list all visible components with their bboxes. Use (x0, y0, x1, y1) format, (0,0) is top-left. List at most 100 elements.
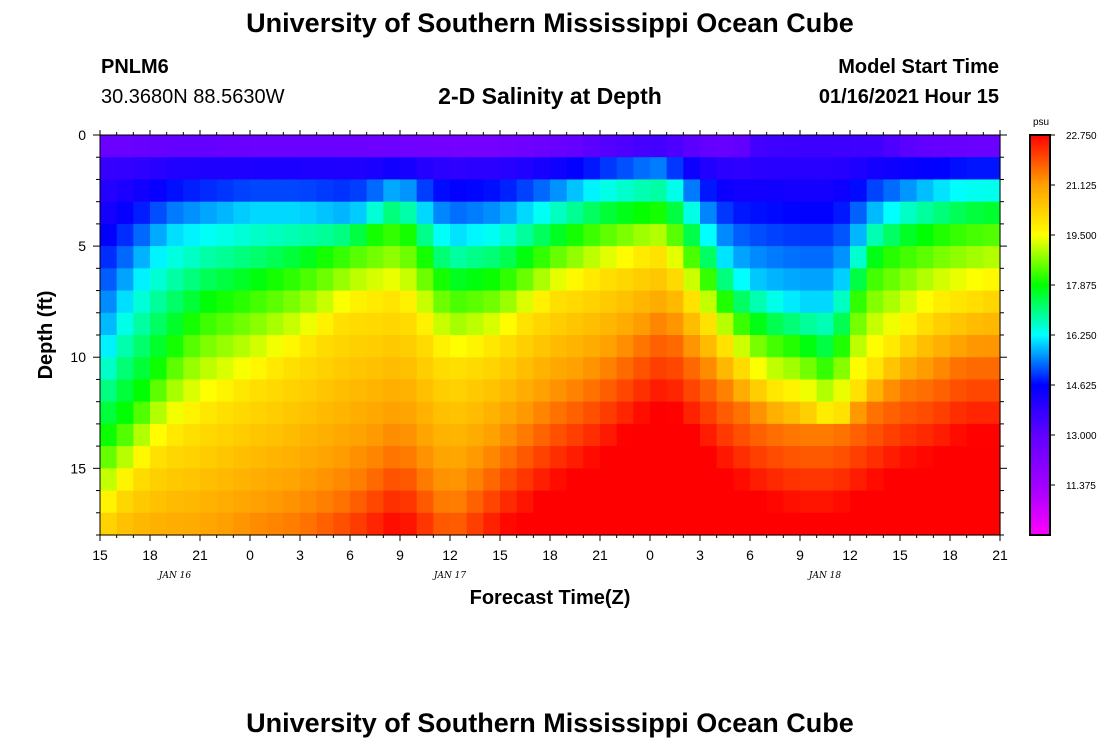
heatmap-cell (616, 512, 634, 536)
heatmap-cell (500, 135, 518, 158)
heatmap-cell (366, 312, 384, 336)
heatmap-cell (983, 223, 1001, 247)
heatmap-cell (166, 335, 184, 358)
heatmap-cell (900, 490, 918, 514)
heatmap-cell (516, 135, 534, 158)
heatmap-cell (200, 246, 218, 269)
heatmap-cell (216, 201, 234, 225)
heatmap-cell (166, 401, 184, 425)
heatmap-cell (783, 312, 801, 336)
heatmap-cell (333, 490, 351, 514)
heatmap-cell (566, 223, 584, 247)
heatmap-cell (116, 312, 134, 336)
heatmap-cell (850, 201, 868, 225)
heatmap-cell (450, 157, 468, 181)
y-axis-label: Depth (ft) (35, 291, 57, 380)
heatmap-cell (216, 401, 234, 425)
heatmap-cell (350, 512, 368, 536)
heatmap-cell (233, 157, 251, 181)
heatmap-cell (300, 268, 318, 292)
heatmap-cell (566, 446, 584, 469)
heatmap-cell (566, 312, 584, 336)
heatmap-cell (883, 246, 901, 269)
heatmap-cell (766, 312, 784, 336)
heatmap-cell (633, 468, 651, 492)
heatmap-cell (150, 223, 168, 247)
heatmap-cell (216, 379, 234, 403)
heatmap-cell (483, 423, 501, 447)
heatmap-cell (183, 379, 201, 403)
heatmap-cell (416, 335, 434, 358)
heatmap-cell (816, 512, 834, 536)
heatmap-cell (500, 223, 518, 247)
heatmap-cell (366, 157, 384, 181)
heatmap-cell (733, 135, 751, 158)
heatmap-cell (916, 512, 934, 536)
heatmap-cell (750, 335, 768, 358)
heatmap-cell (400, 357, 418, 381)
heatmap-cell (650, 135, 668, 158)
heatmap-cell (166, 446, 184, 469)
heatmap-cell (866, 468, 884, 492)
heatmap-cell (600, 357, 618, 381)
colorbar-tick-label: 22.750 (1066, 131, 1097, 142)
heatmap-cell (166, 157, 184, 181)
heatmap-cell (933, 357, 951, 381)
heatmap-cell (466, 157, 484, 181)
heatmap-cell (833, 246, 851, 269)
heatmap-cell (300, 490, 318, 514)
heatmap-cell (350, 290, 368, 314)
heatmap-cell (450, 512, 468, 536)
heatmap-cell (333, 446, 351, 469)
heatmap-cell (333, 179, 351, 203)
heatmap-cell (900, 179, 918, 203)
heatmap-cell (850, 179, 868, 203)
heatmap-cell (750, 268, 768, 292)
heatmap-cell (216, 357, 234, 381)
heatmap-cell (350, 468, 368, 492)
heatmap-cell (283, 290, 301, 314)
heatmap-cell (550, 512, 568, 536)
heatmap-cell (750, 290, 768, 314)
heatmap-cell (533, 512, 551, 536)
heatmap-cell (900, 268, 918, 292)
heatmap-cell (683, 490, 701, 514)
heatmap-cell (833, 423, 851, 447)
heatmap-cell (550, 135, 568, 158)
heatmap-cell (333, 512, 351, 536)
heatmap-cell (916, 490, 934, 514)
heatmap-cell (200, 446, 218, 469)
heatmap-cell (933, 201, 951, 225)
heatmap-cell (133, 312, 151, 336)
heatmap-cell (133, 423, 151, 447)
heatmap-cell (883, 357, 901, 381)
colorbar-ticks: 22.750 21.125 19.500 17.875 16.250 14.625 13.0… (1050, 131, 1097, 492)
heatmap-cell (583, 357, 601, 381)
heatmap-cell (866, 268, 884, 292)
heatmap-cell (233, 268, 251, 292)
heatmap-cell (616, 490, 634, 514)
heatmap-cell (666, 179, 684, 203)
heatmap-cell (933, 335, 951, 358)
heatmap-cell (433, 468, 451, 492)
heatmap-cell (116, 401, 134, 425)
heatmap-cell (633, 446, 651, 469)
heatmap-cell (966, 268, 984, 292)
heatmap-cell (766, 335, 784, 358)
heatmap-cell (900, 157, 918, 181)
heatmap-cell (266, 179, 284, 203)
heatmap-cell (183, 335, 201, 358)
heatmap-cell (833, 401, 851, 425)
heatmap-cell (300, 357, 318, 381)
heatmap-cell (466, 401, 484, 425)
heatmap-cell (333, 379, 351, 403)
heatmap-cell (783, 268, 801, 292)
heatmap-cell (166, 468, 184, 492)
heatmap-cell (450, 490, 468, 514)
heatmap-cell (850, 401, 868, 425)
heatmap-cell (516, 490, 534, 514)
heatmap-cell (700, 335, 718, 358)
heatmap-cell (550, 223, 568, 247)
heatmap-cell (916, 246, 934, 269)
heatmap-cell (250, 246, 268, 269)
